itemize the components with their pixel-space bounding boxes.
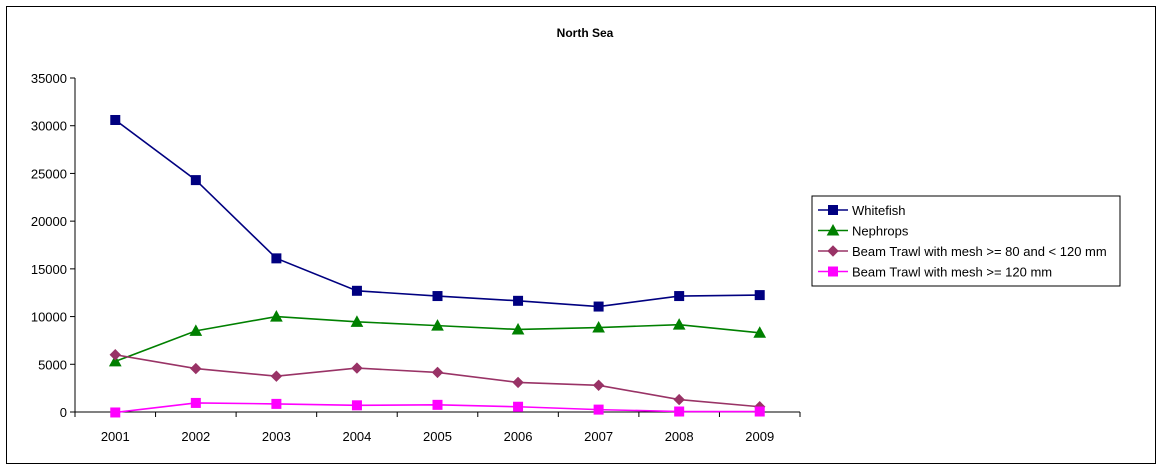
data-point [592, 321, 605, 333]
data-point [350, 315, 364, 327]
axes: 0 5000 10000 15000 20000 25000 30000 35000 2001 2… [31, 71, 801, 444]
data-point [189, 324, 203, 336]
plot-area [108, 114, 767, 418]
data-point [110, 407, 121, 418]
data-point [513, 401, 524, 412]
y-tick-label: 25000 [31, 166, 67, 181]
x-tick-label: 2007 [584, 429, 613, 444]
x-tick-label: 2002 [181, 429, 210, 444]
data-point [431, 366, 444, 379]
x-tick-label: 2009 [745, 429, 774, 444]
data-point [754, 290, 765, 301]
data-point [271, 398, 282, 409]
x-tick-label: 2001 [101, 429, 130, 444]
series-line [115, 353, 760, 408]
legend-marker [826, 223, 840, 236]
x-tick-label: 2004 [342, 429, 371, 444]
data-point [754, 406, 765, 417]
legend-marker [828, 205, 838, 215]
data-point [431, 319, 444, 331]
series-1 [110, 114, 765, 312]
data-point [270, 370, 283, 382]
series-line [114, 119, 760, 308]
data-point [270, 310, 283, 322]
x-tick-label: 2003 [262, 429, 291, 444]
data-point [511, 322, 525, 335]
data-point [592, 379, 605, 391]
data-point [190, 397, 201, 408]
data-point [110, 114, 121, 125]
legend-item: Whitefish [818, 203, 905, 218]
y-tick-label: 10000 [31, 310, 67, 325]
data-point [593, 404, 604, 415]
legend-label: Nephrops [852, 224, 909, 239]
data-point [753, 326, 767, 338]
data-point [672, 318, 686, 330]
data-point [108, 354, 122, 367]
data-point [351, 362, 363, 374]
data-point [432, 291, 443, 302]
x-tick-label: 2008 [665, 429, 694, 444]
y-tick-label: 15000 [31, 262, 67, 277]
series-2 [108, 310, 767, 367]
data-point [351, 285, 362, 296]
y-tick-label: 35000 [31, 71, 67, 86]
data-point [673, 393, 685, 406]
data-point [190, 175, 201, 186]
legend-item: Beam Trawl with mesh >= 120 mm [818, 265, 1052, 280]
y-tick-label: 20000 [31, 214, 67, 229]
legend-item: Nephrops [818, 224, 909, 239]
data-point [593, 301, 604, 312]
data-point [513, 295, 524, 306]
legend-label: Whitefish [852, 203, 905, 218]
legend-marker [827, 245, 839, 257]
legend: Whitefish Nephrops Beam Trawl with mesh >=… [811, 195, 1121, 287]
data-point [432, 399, 443, 410]
data-point [271, 253, 282, 264]
legend-label: Beam Trawl with mesh >= 80 and < 120 mm [852, 244, 1107, 259]
y-tick-label: 30000 [31, 119, 67, 134]
legend-box [811, 195, 1121, 287]
chart-title: North Sea [557, 26, 614, 40]
x-tick-label: 2005 [423, 429, 452, 444]
legend-marker [828, 266, 838, 277]
series-3 [109, 349, 766, 413]
y-tick-label: 5000 [38, 357, 67, 372]
legend-label: Beam Trawl with mesh >= 120 mm [852, 265, 1052, 280]
legend-item: Beam Trawl with mesh >= 80 and < 120 mm [818, 244, 1107, 259]
data-point [109, 349, 121, 361]
y-tick-label: 0 [60, 405, 67, 420]
series-4 [110, 397, 765, 418]
data-point [674, 291, 685, 302]
data-point [512, 376, 524, 389]
data-point [351, 400, 362, 411]
x-tick-label: 2006 [504, 429, 533, 444]
data-point [674, 406, 685, 417]
data-point [190, 362, 202, 375]
